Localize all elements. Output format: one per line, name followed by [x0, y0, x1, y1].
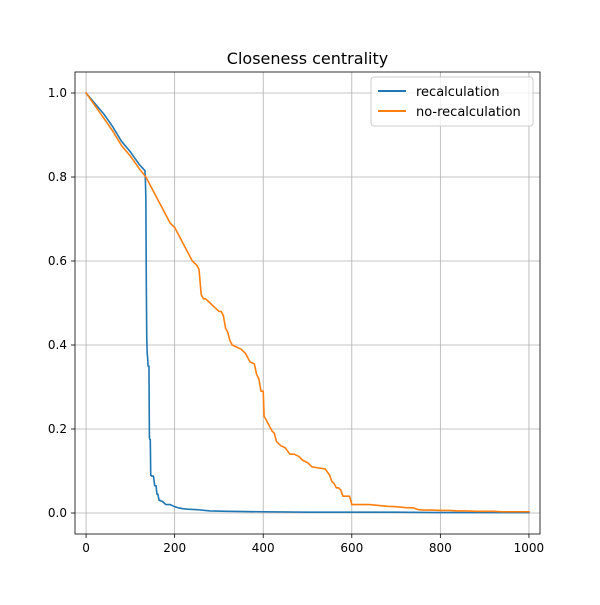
ticks-layer: 0 200 400 600 800 1000 0.0 0.2 0.4 0.6 0.8 1.0 [48, 86, 544, 555]
x-tick-label: 0 [82, 541, 90, 555]
series-line-recalculation [84, 91, 530, 514]
y-tick-label: 0.8 [48, 170, 67, 184]
y-tick-label: 0.4 [48, 338, 67, 352]
x-tick-label: 200 [163, 541, 186, 555]
x-tick-label: 600 [340, 541, 363, 555]
legend: recalculation no-recalculation [370, 76, 534, 127]
y-tick-label: 0.6 [48, 254, 67, 268]
x-tick-label: 800 [429, 541, 452, 555]
y-tick-label: 0.0 [48, 506, 67, 520]
x-tick-label: 1000 [514, 541, 545, 555]
axes-frame [74, 71, 541, 535]
y-tick-label: 1.0 [48, 86, 67, 100]
legend-label-recalculation: recalculation [416, 85, 500, 100]
legend-label-no-recalculation: no-recalculation [416, 105, 521, 120]
grid-layer [75, 72, 540, 534]
y-tick-label: 0.2 [48, 422, 67, 436]
chart-title: Closeness centrality [227, 49, 388, 68]
series-line-no-recalculation [84, 91, 530, 513]
legend-box [370, 76, 534, 127]
x-tick-label: 400 [252, 541, 275, 555]
series-layer [84, 91, 530, 514]
